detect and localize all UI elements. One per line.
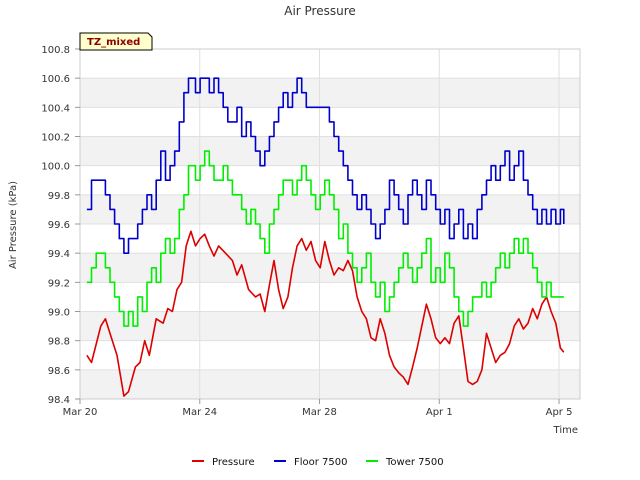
y-tick-label: 99.4 <box>48 249 70 260</box>
chart-title: Air Pressure <box>284 4 356 18</box>
y-tick-label: 99.2 <box>48 278 70 289</box>
series-line-pressure <box>86 230 565 397</box>
legend-label: Floor 7500 <box>294 457 348 468</box>
plot-band <box>80 311 580 341</box>
legend: Pressure Floor 7500 Tower 7500 <box>192 457 444 468</box>
x-tick-label: Mar 20 <box>63 407 98 418</box>
y-tick-label: 100.8 <box>41 45 70 56</box>
legend-label: Tower 7500 <box>385 457 444 468</box>
y-tick-label: 99.6 <box>48 220 70 231</box>
y-axis-label: Air Pressure (kPa) <box>8 181 19 269</box>
series-line-floor-7500 <box>86 77 565 254</box>
legend-label: Pressure <box>212 457 255 468</box>
x-tick-label: Mar 24 <box>182 407 217 418</box>
y-axis-ticks: 98.4 98.6 98.8 99.0 99.2 99.4 99.6 99.8 100.0 100… <box>41 45 80 406</box>
plot-band <box>80 194 580 224</box>
y-tick-label: 100.6 <box>41 74 70 85</box>
y-tick-label: 100.0 <box>41 162 70 173</box>
y-tick-label: 100.2 <box>41 133 70 144</box>
x-tick-label: Apr 5 <box>546 407 573 418</box>
y-tick-label: 99.0 <box>48 308 70 319</box>
tz-badge-box <box>79 32 153 51</box>
y-tick-label: 100.4 <box>41 103 70 114</box>
x-tick-label: Mar 28 <box>302 407 337 418</box>
tz-badge: TZ_mixed <box>79 32 153 51</box>
tz-badge-label: TZ_mixed <box>87 37 140 48</box>
plot-band <box>80 78 580 108</box>
x-axis-ticks: Mar 20 Mar 24 Mar 28 Apr 1 Apr 5 <box>63 399 573 418</box>
y-tick-label: 98.6 <box>48 366 70 377</box>
series-line-tower-7500 <box>86 150 564 327</box>
series-lines <box>86 77 565 397</box>
x-axis-label: Time <box>553 425 578 436</box>
y-tick-label: 99.8 <box>48 191 70 202</box>
y-tick-label: 98.8 <box>48 337 70 348</box>
y-tick-label: 98.4 <box>48 395 70 406</box>
x-tick-label: Apr 1 <box>426 407 453 418</box>
plot-band <box>80 369 580 399</box>
